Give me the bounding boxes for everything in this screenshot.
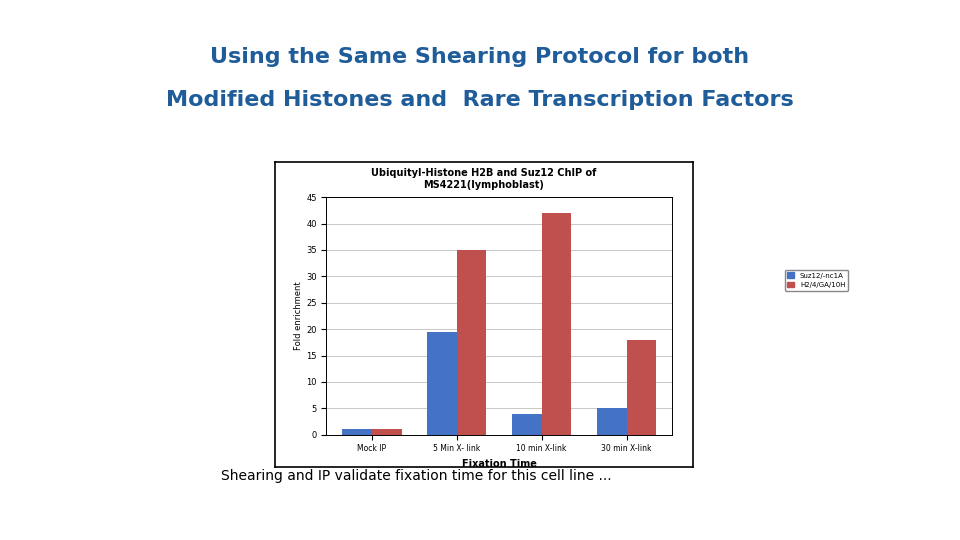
Text: ®: ® [103,509,111,517]
Bar [512,414,541,435]
Legend: Suz12/-nc1A, H2/4/GA/10H: Suz12/-nc1A, H2/4/GA/10H [784,269,849,291]
Text: Modified Histones and  Rare Transcription Factors: Modified Histones and Rare Transcription… [166,90,794,110]
Bar [342,429,372,435]
Text: Proprietary: Proprietary [821,514,878,523]
Text: Shearing and IP validate fixation time for this cell line ...: Shearing and IP validate fixation time f… [221,469,612,483]
Bar [627,340,657,435]
Bar [457,250,487,435]
Text: 27: 27 [912,514,925,523]
Text: Covaris: Covaris [29,509,110,528]
Bar [372,429,401,435]
Text: Using the Same Shearing Protocol for both: Using the Same Shearing Protocol for bot… [210,46,750,67]
Bar [597,408,627,435]
Bar [427,332,457,435]
Y-axis label: Fold enrichment: Fold enrichment [295,281,303,350]
Text: Ubiquityl-Histone H2B and Suz12 ChIP of
MS4221(lymphoblast): Ubiquityl-Histone H2B and Suz12 ChIP of … [372,168,596,190]
Bar [541,213,571,435]
X-axis label: Fixation Time: Fixation Time [462,459,537,469]
